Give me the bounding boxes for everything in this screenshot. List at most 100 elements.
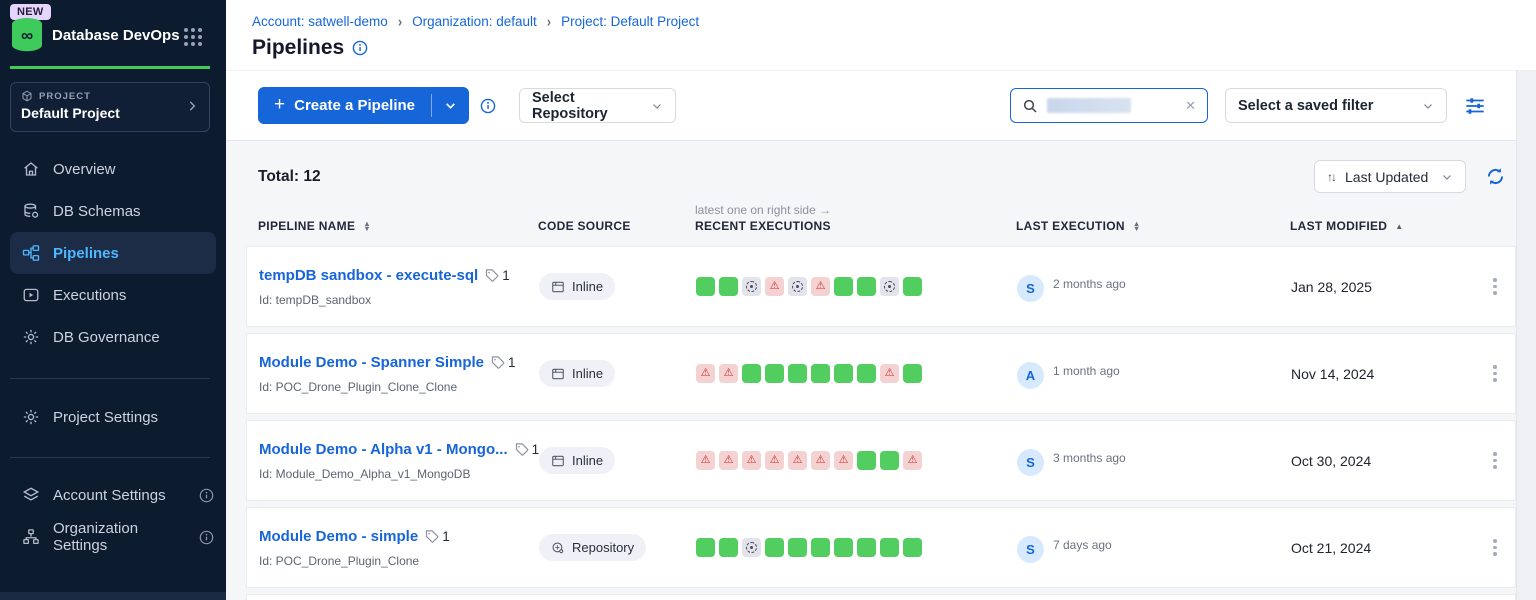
execution-success-icon[interactable] xyxy=(834,277,853,296)
execution-success-icon[interactable] xyxy=(696,538,715,557)
execution-ago: 1 month ago xyxy=(1053,364,1120,378)
execution-success-icon[interactable] xyxy=(788,538,807,557)
execution-failed-icon[interactable]: ⚠ xyxy=(765,277,784,296)
breadcrumb-account-link[interactable]: Account: satwell-demo xyxy=(252,14,388,29)
sidebar-item-organization-settings[interactable]: Organization Settings xyxy=(0,516,226,558)
last-modified-date: Jan 28, 2025 xyxy=(1291,278,1372,295)
execution-success-icon[interactable] xyxy=(857,364,876,383)
sidebar-item-overview[interactable]: Overview xyxy=(0,148,226,190)
execution-cancelled-icon[interactable] xyxy=(880,277,899,296)
execution-failed-icon[interactable]: ⚠ xyxy=(811,451,830,470)
select-repository-label: Select Repository xyxy=(532,89,608,122)
execution-failed-icon[interactable]: ⚠ xyxy=(719,451,738,470)
execution-success-icon[interactable] xyxy=(903,364,922,383)
execution-failed-icon[interactable]: ⚠ xyxy=(880,364,899,383)
executions: ⚠ ⚠ ⚠ xyxy=(696,364,1017,383)
row-actions-menu-icon[interactable] xyxy=(1485,539,1505,556)
execution-failed-icon[interactable]: ⚠ xyxy=(811,277,830,296)
project-label: PROJECT xyxy=(39,90,91,102)
sidebar-item-label: Project Settings xyxy=(53,408,159,426)
execution-success-icon[interactable] xyxy=(765,364,784,383)
refresh-icon[interactable] xyxy=(1485,166,1506,187)
execution-success-icon[interactable] xyxy=(834,538,853,557)
execution-failed-icon[interactable]: ⚠ xyxy=(696,451,715,470)
column-pipeline-name[interactable]: PIPELINE NAME ▲ ▼ xyxy=(258,218,371,233)
pipeline-name-link[interactable]: Module Demo - Spanner Simple xyxy=(259,353,485,371)
row-actions-menu-icon[interactable] xyxy=(1485,365,1505,382)
execution-success-icon[interactable] xyxy=(903,538,922,557)
row-actions-menu-icon[interactable] xyxy=(1485,452,1505,469)
pipelines-list: Total: 12 ↑↓ Last Updated latest one on … xyxy=(226,141,1516,600)
create-pipeline-label: Create a Pipeline xyxy=(294,97,415,114)
search-input[interactable]: ✕ xyxy=(1010,88,1208,123)
execution-success-icon[interactable] xyxy=(719,277,738,296)
play-icon xyxy=(22,286,40,304)
search-query-redacted xyxy=(1047,98,1131,113)
breadcrumb-organization-link[interactable]: Organization: default xyxy=(412,14,537,29)
execution-failed-icon[interactable]: ⚠ xyxy=(719,364,738,383)
execution-success-icon[interactable] xyxy=(742,364,761,383)
app-switcher-icon[interactable] xyxy=(184,28,202,46)
execution-success-icon[interactable] xyxy=(903,277,922,296)
last-modified-date: Oct 30, 2024 xyxy=(1291,452,1372,469)
clear-search-icon[interactable]: ✕ xyxy=(1185,97,1196,113)
sidebar-item-db-governance[interactable]: DB Governance xyxy=(0,316,226,358)
tag-count: 1 xyxy=(442,528,450,544)
execution-cancelled-icon[interactable] xyxy=(742,277,761,296)
execution-failed-icon[interactable]: ⚠ xyxy=(788,451,807,470)
info-icon[interactable] xyxy=(352,40,368,56)
execution-success-icon[interactable] xyxy=(811,538,830,557)
tag-badge[interactable]: 1 xyxy=(484,268,510,283)
new-badge: NEW xyxy=(10,4,51,20)
sidebar-item-label: DB Governance xyxy=(53,328,160,346)
execution-failed-icon[interactable]: ⚠ xyxy=(834,451,853,470)
info-icon[interactable] xyxy=(480,98,496,114)
project-name: Default Project xyxy=(21,105,120,121)
tag-badge[interactable]: 1 xyxy=(514,441,540,457)
execution-failed-icon[interactable]: ⚠ xyxy=(903,451,922,470)
execution-success-icon[interactable] xyxy=(719,538,738,557)
column-last-execution[interactable]: LAST EXECUTION ▲ ▼ xyxy=(1016,218,1141,233)
pipeline-name-link[interactable]: Module Demo - simple xyxy=(259,527,419,545)
execution-cancelled-icon[interactable] xyxy=(742,538,761,557)
project-selector[interactable]: PROJECT Default Project xyxy=(10,82,210,132)
info-icon[interactable] xyxy=(199,488,214,503)
execution-success-icon[interactable] xyxy=(857,538,876,557)
pipeline-name-link[interactable]: Module Demo - Alpha v1 - Mongo... xyxy=(259,440,508,458)
sidebar-item-executions[interactable]: Executions xyxy=(0,274,226,316)
execution-success-icon[interactable] xyxy=(857,277,876,296)
execution-success-icon[interactable] xyxy=(696,277,715,296)
sidebar-item-db-schemas[interactable]: DB Schemas xyxy=(0,190,226,232)
execution-success-icon[interactable] xyxy=(857,451,876,470)
sort-dropdown[interactable]: ↑↓ Last Updated xyxy=(1314,160,1466,193)
create-pipeline-dropdown-button[interactable] xyxy=(432,87,469,124)
last-modified-date: Nov 14, 2024 xyxy=(1291,365,1375,382)
column-last-modified[interactable]: LAST MODIFIED ▲ xyxy=(1290,219,1404,233)
sidebar-item-account-settings[interactable]: Account Settings xyxy=(0,474,226,516)
execution-success-icon[interactable] xyxy=(788,364,807,383)
sidebar-item-pipelines[interactable]: Pipelines xyxy=(10,232,216,274)
execution-success-icon[interactable] xyxy=(765,538,784,557)
create-pipeline-button[interactable]: + Create a Pipeline xyxy=(258,87,431,124)
execution-failed-icon[interactable]: ⚠ xyxy=(742,451,761,470)
execution-failed-icon[interactable]: ⚠ xyxy=(765,451,784,470)
tag-badge[interactable]: 1 xyxy=(424,529,450,544)
filter-sliders-icon[interactable] xyxy=(1464,95,1486,117)
execution-success-icon[interactable] xyxy=(811,364,830,383)
info-icon[interactable] xyxy=(199,530,214,545)
pipeline-name-link[interactable]: tempDB sandbox - execute-sql xyxy=(259,266,479,284)
execution-success-icon[interactable] xyxy=(880,451,899,470)
execution-success-icon[interactable] xyxy=(880,538,899,557)
breadcrumb-project-link[interactable]: Project: Default Project xyxy=(561,14,700,29)
row-actions-menu-icon[interactable] xyxy=(1485,278,1505,295)
tag-count: 1 xyxy=(531,441,540,457)
execution-cancelled-icon[interactable] xyxy=(788,277,807,296)
saved-filter-dropdown[interactable]: Select a saved filter xyxy=(1225,88,1447,123)
tag-badge[interactable]: 1 xyxy=(490,355,516,370)
pipeline-rows: tempDB sandbox - execute-sql 1 Id: tempD… xyxy=(246,246,1516,600)
inline-icon xyxy=(551,280,565,294)
select-repository-dropdown[interactable]: Select Repository xyxy=(519,88,676,123)
sidebar-item-project-settings[interactable]: Project Settings xyxy=(0,396,226,438)
execution-success-icon[interactable] xyxy=(834,364,853,383)
execution-failed-icon[interactable]: ⚠ xyxy=(696,364,715,383)
